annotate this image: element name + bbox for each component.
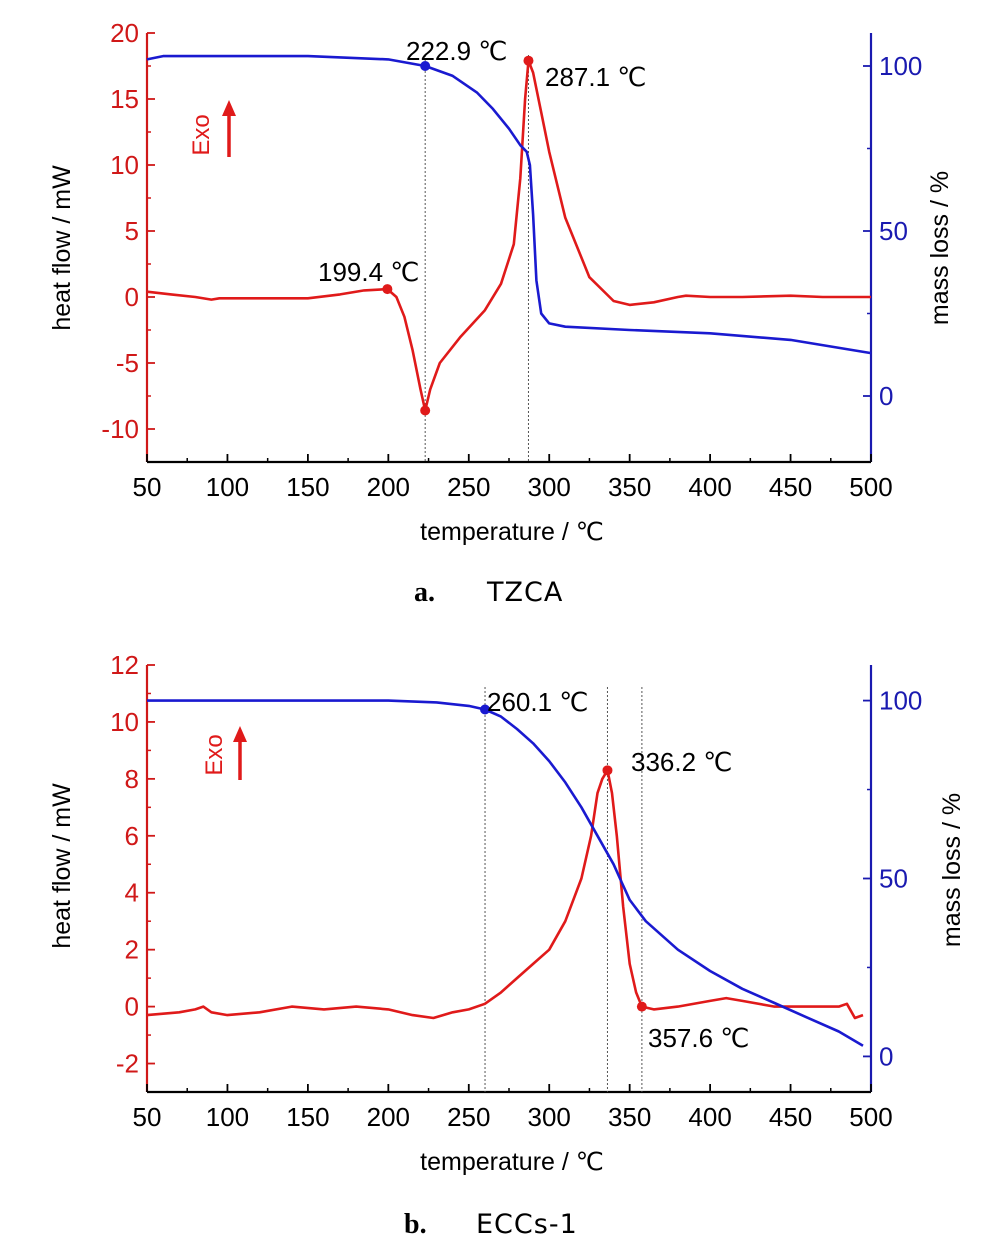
y-right-tick-label-a: 0 [879, 381, 893, 411]
annotation-336-2: 336.2 ℃ [631, 747, 733, 777]
x-tick-label-a: 400 [688, 472, 731, 502]
marker-point-a [420, 405, 431, 416]
y-left-tick-label-a: 10 [110, 150, 139, 180]
annotation-260-1: 260.1 ℃ [487, 687, 589, 717]
y-left-tick-label-b: 2 [125, 935, 139, 965]
x-tick-label-b: 450 [769, 1102, 812, 1132]
y-left-tick-label-b: 0 [125, 992, 139, 1022]
marker-point-a [523, 55, 534, 66]
exo-label-a: Exo [188, 114, 215, 155]
x-tick-label-b: 50 [133, 1102, 162, 1132]
x-tick-label-a: 150 [286, 472, 329, 502]
exo-arrow-icon [233, 726, 247, 780]
chart-panel-a: 50 100 150 200 250 300 350 400 450 50020151050-5-… [48, 18, 954, 608]
x-tick-label-a: 50 [133, 472, 162, 502]
mass-loss-line-b [147, 699, 864, 1047]
y-left-tick-label-a: -5 [116, 348, 139, 378]
x-tick-label-a: 250 [447, 472, 490, 502]
marker-point-b [602, 765, 613, 776]
plot-area-b: 50 100 150 200 250 300 350 400 450 500121086420-2… [110, 650, 922, 1132]
marker-point-a [382, 284, 393, 295]
heat-flow-line-a [146, 59, 871, 412]
x-tick-label-b: 150 [286, 1102, 329, 1132]
x-tick-label-b: 400 [688, 1102, 731, 1132]
annotation-287-1: 287.1 ℃ [545, 62, 647, 92]
plot-area-a: 50 100 150 200 250 300 350 400 450 50020151050-5-… [101, 18, 922, 502]
y-left-tick-label-b: 8 [125, 764, 139, 794]
y-left-tick-label-a: 5 [125, 216, 139, 246]
y-right-tick-label-b: 50 [879, 864, 908, 894]
caption-name-a: TZCA [486, 577, 563, 608]
x-tick-label-b: 300 [528, 1102, 571, 1132]
y-left-tick-label-b: 6 [125, 821, 139, 851]
caption-name-b: ECCs-1 [476, 1209, 578, 1240]
x-tick-label-a: 500 [849, 472, 892, 502]
marker-point-b [480, 704, 491, 715]
y-axis-left-label-b: heat flow / mW [48, 783, 76, 949]
annotation-357-6: 357.6 ℃ [648, 1023, 750, 1053]
exo-indicator-b: Exo [201, 726, 247, 780]
x-tick-label-a: 350 [608, 472, 651, 502]
y-left-tick-label-a: 0 [125, 282, 139, 312]
y-left-tick-label-a: 15 [110, 84, 139, 114]
marker-point-b [636, 1001, 647, 1012]
y-left-tick-label-b: -2 [116, 1049, 139, 1079]
annotation-222-9: 222.9 ℃ [406, 36, 508, 66]
exo-arrow-icon [222, 100, 236, 157]
x-axis-label-a: temperature / ℃ [420, 518, 604, 546]
y-left-tick-label-a: 20 [110, 18, 139, 48]
x-tick-label-b: 200 [367, 1102, 410, 1132]
chart-panel-b: 50 100 150 200 250 300 350 400 450 500121086420-2… [48, 650, 966, 1240]
y-right-tick-label-a: 50 [879, 216, 908, 246]
y-axis-right-label-a: mass loss / % [926, 171, 954, 325]
exo-indicator-a: Exo [188, 100, 236, 157]
x-tick-label-a: 200 [367, 472, 410, 502]
y-left-tick-label-a: -10 [101, 414, 139, 444]
x-tick-label-b: 500 [849, 1102, 892, 1132]
y-right-tick-label-a: 100 [879, 51, 922, 81]
x-axis-label-b: temperature / ℃ [420, 1148, 604, 1176]
x-tick-label-a: 100 [206, 472, 249, 502]
x-tick-label-b: 250 [447, 1102, 490, 1132]
y-left-tick-label-b: 12 [110, 650, 139, 680]
caption-b: b. ECCs-1 [404, 1209, 578, 1240]
y-left-tick-label-b: 10 [110, 707, 139, 737]
annotation-199-4: 199.4 ℃ [318, 257, 420, 287]
exo-label-b: Exo [201, 734, 228, 775]
y-left-tick-label-b: 4 [125, 878, 139, 908]
x-tick-label-a: 450 [769, 472, 812, 502]
marker-point-a [420, 61, 431, 71]
mass-loss-line-a [146, 54, 872, 355]
caption-letter-b: b. [404, 1209, 427, 1240]
y-axis-left-label-a: heat flow / mW [48, 165, 76, 331]
heat-flow-line-b [146, 768, 864, 1020]
x-tick-label-b: 350 [608, 1102, 651, 1132]
x-tick-label-a: 300 [528, 472, 571, 502]
y-axis-right-label-b: mass loss / % [938, 793, 966, 947]
caption-letter-a: a. [414, 577, 435, 608]
caption-a: a. TZCA [414, 577, 563, 608]
y-right-tick-label-b: 100 [879, 686, 922, 716]
x-tick-label-b: 100 [206, 1102, 249, 1132]
y-right-tick-label-b: 0 [879, 1041, 893, 1071]
